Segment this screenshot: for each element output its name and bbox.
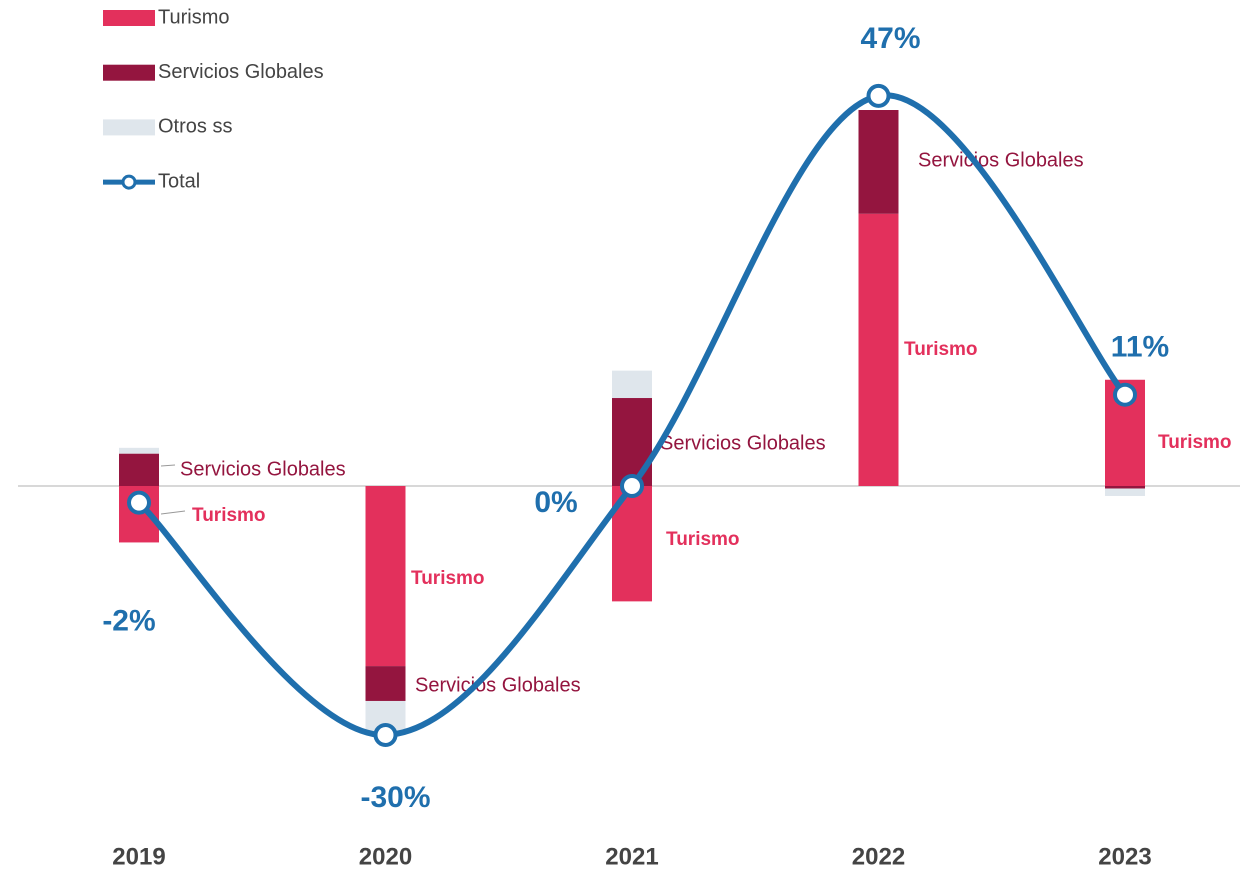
segment-label: Servicios Globales bbox=[180, 458, 346, 480]
total-label: 0% bbox=[534, 486, 577, 519]
bar-segment bbox=[119, 447, 159, 454]
bar-segment bbox=[119, 453, 159, 486]
segment-label: Turismo bbox=[666, 529, 740, 550]
x-tick-label: 2020 bbox=[359, 843, 412, 870]
x-tick-label: 2023 bbox=[1098, 843, 1151, 870]
total-label: 47% bbox=[860, 22, 920, 55]
segment-label: Servicios Globales bbox=[918, 149, 1084, 171]
legend-swatch bbox=[103, 64, 155, 81]
bar-segment bbox=[858, 213, 899, 486]
total-point bbox=[866, 83, 891, 108]
bar-segment bbox=[612, 398, 652, 486]
segment-label: Turismo bbox=[411, 568, 485, 589]
leader bbox=[160, 464, 176, 467]
legend-swatch bbox=[121, 174, 137, 190]
leader bbox=[160, 510, 186, 515]
bar-segment bbox=[365, 666, 406, 701]
total-label: -2% bbox=[102, 605, 155, 638]
total-point bbox=[127, 490, 151, 515]
total-point bbox=[373, 723, 398, 747]
bar-segment bbox=[365, 486, 406, 667]
total-label: 11% bbox=[1111, 331, 1169, 364]
legend-swatch bbox=[103, 119, 155, 136]
x-tick-label: 2019 bbox=[112, 843, 165, 870]
total-point bbox=[1113, 382, 1137, 407]
x-tick-label: 2021 bbox=[605, 843, 658, 870]
legend-label: Total bbox=[158, 170, 200, 192]
bar-segment bbox=[858, 110, 899, 214]
segment-label: Turismo bbox=[904, 339, 978, 360]
total-label: -30% bbox=[360, 781, 430, 814]
legend-swatch bbox=[103, 10, 155, 26]
x-tick-label: 2022 bbox=[852, 843, 905, 870]
segment-label: Turismo bbox=[1158, 432, 1232, 453]
bar-segment bbox=[1105, 486, 1145, 489]
segment-label: Turismo bbox=[192, 505, 266, 526]
legend-label: Servicios Globales bbox=[158, 61, 324, 83]
bar-segment bbox=[1105, 488, 1145, 496]
legend-label: Otros ss bbox=[158, 116, 232, 138]
segment-label: Servicios Globales bbox=[660, 432, 826, 454]
bar-segment bbox=[612, 370, 652, 399]
total-point bbox=[620, 474, 644, 498]
total-line bbox=[136, 92, 1128, 739]
segment-label: Servicios Globales bbox=[415, 674, 581, 696]
legend-label: Turismo bbox=[158, 6, 229, 28]
